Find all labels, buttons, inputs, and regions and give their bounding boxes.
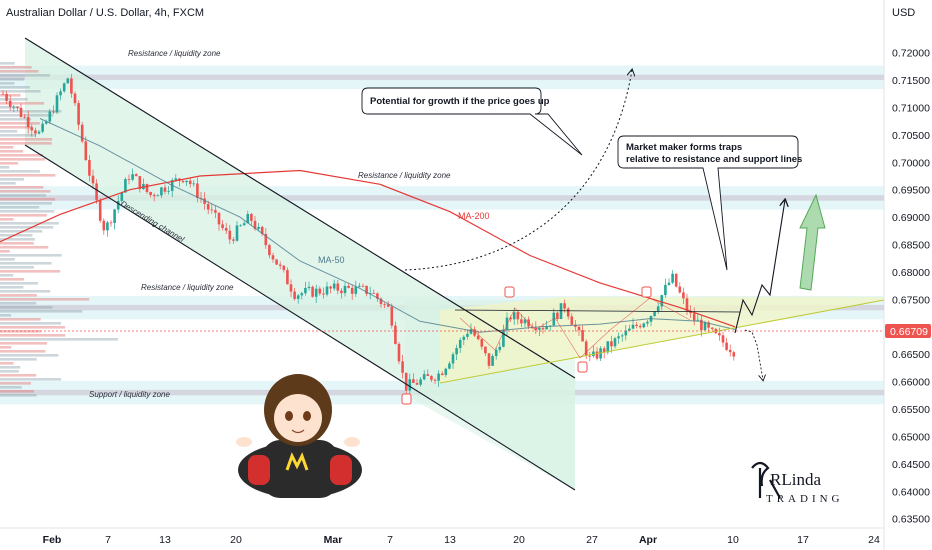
zone-band-1 (0, 195, 884, 201)
y-tick-9: 0.67500 (892, 294, 930, 306)
brand-line-2: TRADING (766, 493, 844, 505)
brand-line-1: RLinda (770, 470, 821, 489)
y-tick-15: 0.64500 (892, 459, 930, 471)
y-tick-8: 0.68000 (892, 267, 930, 279)
big-green-arrow-icon (799, 193, 826, 291)
x-tick-12: 24 (868, 534, 880, 546)
annotation-traps-line2: relative to resistance and support lines (626, 154, 802, 165)
y-tick-3: 0.70500 (892, 130, 930, 142)
y-axis-ticks: 0.72000 0.71500 0.71000 0.70500 0.70000 0.695… (892, 48, 930, 526)
x-tick-8: 27 (586, 534, 598, 546)
annotation-growth[interactable]: Potential for growth if the price goes u… (361, 87, 583, 156)
x-tick-10: 10 (727, 534, 739, 546)
x-axis-ticks: Feb 7 13 20 Mar 7 13 20 27 Apr 10 17 24 (43, 534, 880, 546)
triangle-upper-line (454, 309, 741, 313)
last-price-value: 0.66709 (890, 326, 928, 338)
last-price-badge: 0.66709 (885, 324, 931, 338)
annotation-traps-line1: Market maker forms traps (626, 142, 742, 153)
x-tick-3: 20 (230, 534, 242, 546)
price-axis[interactable] (884, 0, 932, 550)
y-tick-6: 0.69000 (892, 212, 930, 224)
y-tick-17: 0.63500 (892, 514, 930, 526)
x-tick-6: 13 (444, 534, 456, 546)
anime-girl-shrug-sticker (236, 374, 362, 498)
x-tick-1: 7 (105, 534, 111, 546)
x-tick-5: 7 (387, 534, 393, 546)
zone-band-0 (0, 74, 884, 81)
trap-markers (401, 286, 652, 405)
annotation-growth-text: Potential for growth if the price goes u… (370, 96, 550, 107)
zone-label-resistance-1: Resistance / liquidity zone (128, 49, 221, 58)
y-tick-4: 0.70000 (892, 157, 930, 169)
y-tick-5: 0.69500 (892, 185, 930, 197)
channel-upper-line (24, 37, 576, 379)
x-tick-9: Apr (639, 534, 657, 546)
zone-label-resistance-3: Resistance / liquidity zone (141, 283, 234, 292)
x-tick-2: 13 (159, 534, 171, 546)
zone-label-support: Support / liquidity zone (89, 390, 170, 399)
ma-50-line (39, 118, 736, 333)
currency-label: USD (892, 7, 915, 19)
y-tick-13: 0.65500 (892, 404, 930, 416)
y-tick-0: 0.72000 (892, 48, 930, 60)
trap-zigzag (459, 297, 691, 359)
x-tick-4: Mar (324, 534, 343, 546)
y-tick-11: 0.66500 (892, 349, 930, 361)
forecast-up-path (734, 200, 785, 334)
chart-title: Australian Dollar / U.S. Dollar, 4h, FXC… (6, 7, 204, 19)
channel-lower-line (24, 144, 576, 491)
volume-profile (0, 62, 118, 397)
x-tick-7: 20 (513, 534, 525, 546)
y-tick-12: 0.66000 (892, 377, 930, 389)
x-tick-11: 17 (797, 534, 809, 546)
x-tick-0: Feb (43, 534, 62, 546)
candlesticks (1, 73, 736, 397)
y-tick-16: 0.64000 (892, 486, 930, 498)
triangle-fill (440, 297, 884, 383)
y-tick-7: 0.68500 (892, 240, 930, 252)
zone-label-resistance-2: Resistance / liquidity zone (358, 171, 451, 180)
y-tick-2: 0.71000 (892, 102, 930, 114)
ma-200-line (0, 169, 736, 328)
ma-50-label: MA-50 (318, 255, 345, 265)
annotation-traps[interactable]: Market maker forms traps relative to res… (617, 135, 802, 271)
rlinda-trading-logo: RLinda TRADING (751, 461, 844, 505)
y-tick-1: 0.71500 (892, 75, 930, 87)
y-tick-14: 0.65000 (892, 431, 930, 443)
triangle-lower-line (439, 299, 885, 384)
ma-200-label: MA-200 (458, 211, 490, 221)
